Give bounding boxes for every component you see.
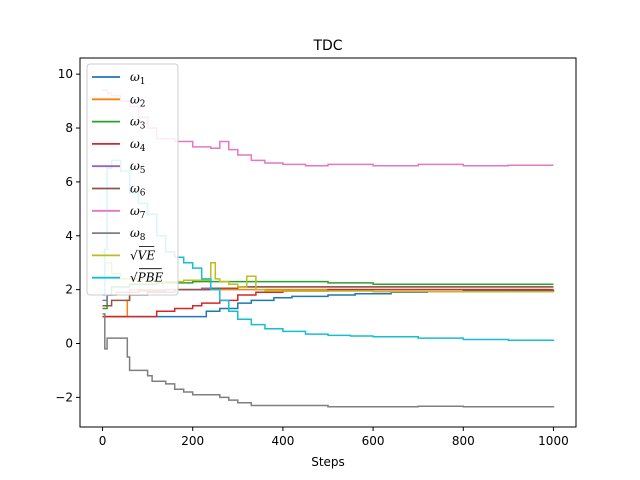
- chart-title: TDC: [312, 38, 342, 54]
- y-tick-label: 8: [65, 121, 73, 135]
- x-tick-label: 600: [362, 434, 385, 448]
- legend: ω1 ω2 ω3 ω4 ω5 ω6 ω7 ω8 √VE √PBE: [86, 63, 179, 296]
- legend-label: √PBE: [130, 271, 164, 285]
- y-tick-label: 0: [65, 337, 73, 351]
- y-tick-label: 4: [65, 229, 73, 243]
- x-tick-label: 800: [452, 434, 475, 448]
- series-line-8: [102, 313, 555, 408]
- y-tick-label: 2: [65, 283, 73, 297]
- x-tick-label: 400: [271, 434, 294, 448]
- plot-frame: [79, 57, 577, 428]
- legend-label: ω8: [130, 226, 146, 243]
- legend-label: ω3: [130, 115, 146, 132]
- legend-label: ω2: [130, 92, 146, 109]
- y-tick-label: 6: [65, 175, 73, 189]
- y-tick-label: 10: [58, 67, 73, 81]
- legend-label: ω6: [130, 182, 146, 199]
- legend-label: ω5: [130, 159, 146, 176]
- legend-label: ω1: [130, 70, 146, 87]
- x-tick-label: 0: [99, 434, 107, 448]
- x-tick-label: 200: [181, 434, 204, 448]
- x-axis-label: Steps: [311, 455, 345, 469]
- x-tick-label: 1000: [538, 434, 569, 448]
- y-tick-label: −2: [55, 390, 73, 404]
- legend-label: √VE: [130, 248, 155, 262]
- legend-label: ω4: [130, 137, 146, 154]
- x-axis: 0 200 400 600 800 1000: [99, 427, 569, 448]
- legend-label: ω7: [130, 204, 146, 221]
- y-axis: −2 0 2 4 6 8 10: [55, 67, 80, 404]
